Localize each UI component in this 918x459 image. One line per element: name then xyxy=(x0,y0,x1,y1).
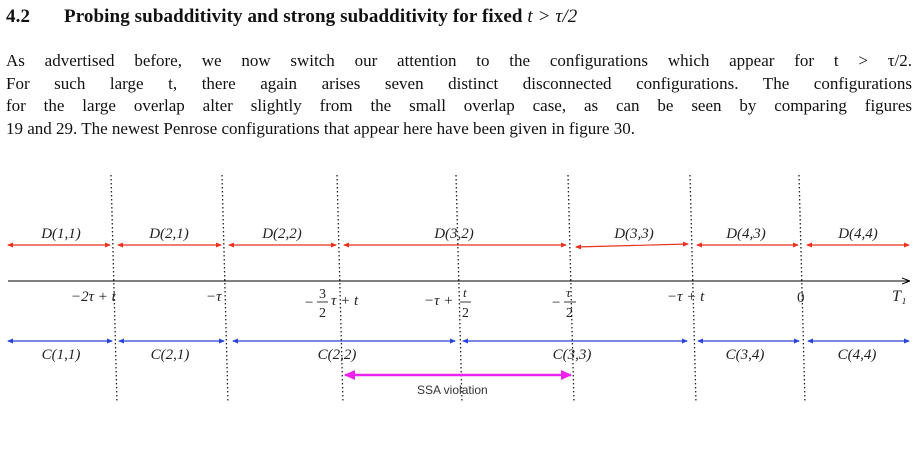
svg-text:3: 3 xyxy=(319,287,326,302)
d-label-3: D(2,2) xyxy=(261,226,302,242)
tick-label-6: −τ + t xyxy=(667,289,705,305)
d-arrow-5 xyxy=(575,241,689,250)
c-label-4: C(3,3) xyxy=(553,347,592,363)
svg-text:−: − xyxy=(305,295,313,311)
paragraph-line-1: As advertised before, we now switch our … xyxy=(6,51,912,70)
svg-text:τ + t: τ + t xyxy=(331,293,359,309)
svg-text:2: 2 xyxy=(319,306,326,321)
tick-labels: −2τ + t −τ − 3 2 τ + t −τ + t 2 − τ 2 −τ… xyxy=(71,285,805,321)
c-label-5: C(3,4) xyxy=(726,347,765,363)
d-label-7: D(4,4) xyxy=(837,226,878,242)
c-label-1: C(1,1) xyxy=(42,347,81,363)
section-title: Probing subadditivity and strong subaddi… xyxy=(64,6,523,27)
separator-line xyxy=(221,174,229,404)
body-paragraph: As advertised before, we now switch our … xyxy=(6,50,912,140)
section-title-math: t > τ/2 xyxy=(527,6,578,27)
separator-line xyxy=(798,174,806,404)
d-label-1: D(1,1) xyxy=(40,226,81,242)
tick-label-5: − τ 2 xyxy=(552,285,576,321)
c-interval-labels: C(1,1) C(2,1) C(2,2) C(3,3) C(3,4) C(4,4… xyxy=(42,347,877,363)
tick-label-3: − 3 2 τ + t xyxy=(305,287,359,321)
svg-text:2: 2 xyxy=(462,306,469,321)
svg-text:−τ +: −τ + xyxy=(424,293,453,309)
d-label-4: D(3,2) xyxy=(433,226,474,242)
svg-text:−: − xyxy=(552,295,560,311)
tick-label-7: 0 xyxy=(797,290,805,306)
paragraph-line-3: for the large overlap alter slightly fro… xyxy=(6,96,912,115)
tick-label-4: −τ + t 2 xyxy=(424,285,471,321)
c-label-3: C(2,2) xyxy=(318,347,357,363)
svg-text:τ: τ xyxy=(566,285,572,300)
tick-label-1: −2τ + t xyxy=(71,289,117,305)
paragraph-line-4: 19 and 29. The newest Penrose configurat… xyxy=(6,118,635,138)
d-label-2: D(2,1) xyxy=(148,226,189,242)
d-interval-arrows xyxy=(7,241,910,250)
section-number: 4.2 xyxy=(6,6,31,27)
ssa-violation-label: SSA violation xyxy=(417,383,488,397)
paragraph-line-2: For such large t, there again arises sev… xyxy=(6,73,912,93)
separator-line xyxy=(455,174,463,404)
tick-label-2: −τ xyxy=(206,289,222,305)
t1-axis-label: T₁ xyxy=(892,288,906,305)
c-label-2: C(2,1) xyxy=(151,347,190,363)
svg-text:t: t xyxy=(463,285,467,300)
c-label-6: C(4,4) xyxy=(838,347,877,363)
d-label-5: D(3,3) xyxy=(613,226,654,242)
d-label-6: D(4,3) xyxy=(725,226,766,242)
section-heading: 4.2 Probing subadditivity and strong suba… xyxy=(6,6,912,28)
separator-line xyxy=(336,174,344,404)
svg-text:2: 2 xyxy=(566,306,573,321)
d-interval-labels: D(1,1) D(2,1) D(2,2) D(3,2) D(3,3) D(4,3… xyxy=(40,226,878,242)
